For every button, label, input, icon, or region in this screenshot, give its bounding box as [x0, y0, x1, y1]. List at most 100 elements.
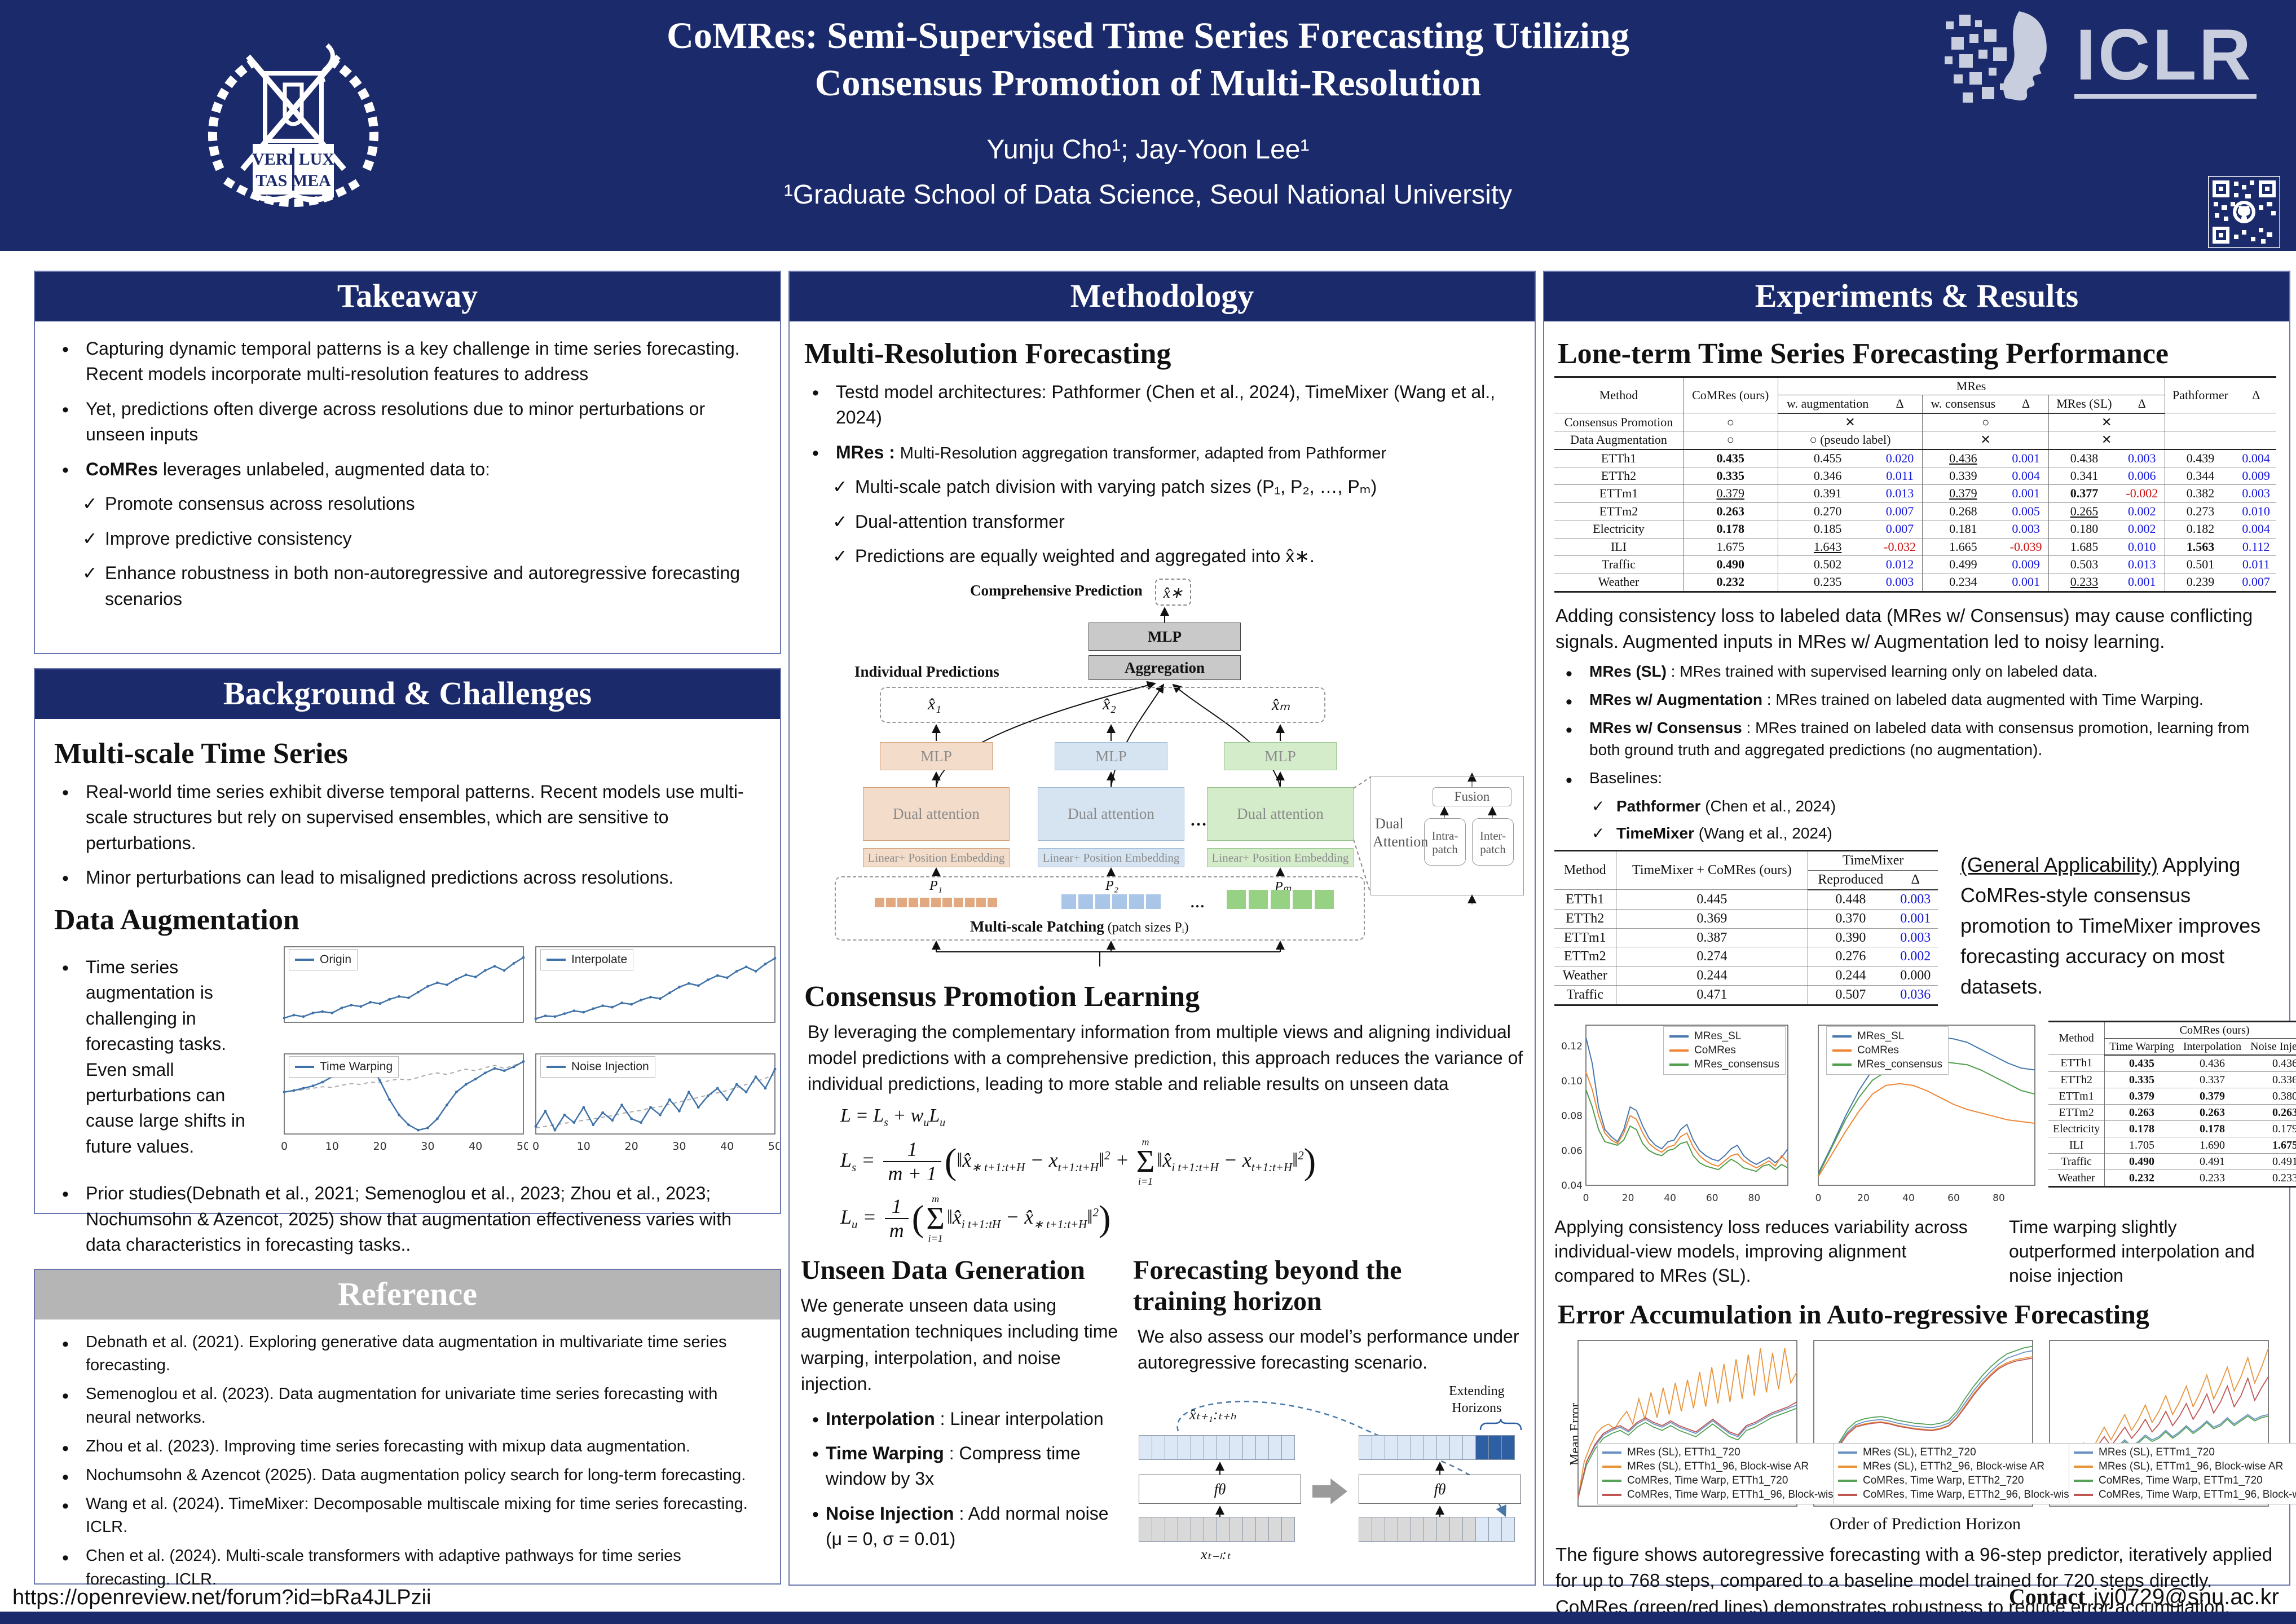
pred-cells-left	[1139, 1435, 1295, 1460]
cell	[920, 897, 929, 907]
legend-label: MRes (SL), ETTh1_720	[1627, 1446, 1740, 1459]
unseen-h3: Unseen Data Generation	[801, 1255, 1085, 1285]
predictions-dashed-box	[880, 686, 1325, 723]
aggregation-box: Aggregation	[1088, 655, 1241, 680]
table-cell: 0.471	[1615, 985, 1808, 1005]
input-cells-right	[1359, 1516, 1515, 1542]
row-label: ETTh2	[2048, 1071, 2105, 1088]
method-check: Multi-scale patch division with varying …	[801, 474, 1523, 500]
legend-label: CoMRes	[1694, 1044, 1736, 1056]
cell	[1271, 889, 1290, 909]
extending-label1: Extending	[1449, 1383, 1505, 1398]
table-cell: 0.382	[2164, 484, 2236, 503]
unseen-bullet: Noise Injection : Add normal noise (μ = …	[801, 1501, 1120, 1552]
cell	[1152, 1435, 1165, 1460]
background-bullet: Minor perturbations can lead to misalign…	[51, 865, 764, 893]
table-cell: 0.270	[1777, 502, 1878, 520]
iclr-wordmark: ICLR	[2074, 17, 2257, 99]
cell	[1462, 1435, 1476, 1460]
legend-entry: MRes (SL), ETTh1_720	[1602, 1446, 1857, 1459]
legend-label: MRes (SL), ETTh1_96, Block-wise AR	[1627, 1460, 1809, 1473]
xhat-label: x̂ₜ₊₁:ₜ₊ₕ	[1189, 1406, 1236, 1423]
svg-text:0: 0	[281, 1140, 288, 1153]
cell	[1359, 1435, 1372, 1460]
methodology-panel: Methodology Multi-Resolution Forecasting…	[788, 271, 1536, 1586]
dual-detail-label2: Attention	[1373, 833, 1429, 850]
table-cell: 0.436	[2246, 1054, 2296, 1072]
table-row: ILI 1.705 1.690 1.675	[2048, 1136, 2296, 1154]
timewarp-chart: 0 10 20 30 40 50 Time Warping	[280, 1049, 530, 1172]
table-cell: 0.379	[2178, 1087, 2246, 1105]
table-cell: 0.335	[2104, 1071, 2179, 1088]
table-cell: 0.232	[1682, 573, 1778, 592]
extending-label2: Horizons	[1452, 1400, 1502, 1415]
cell	[1449, 1516, 1463, 1542]
github-icon	[2233, 201, 2255, 223]
cell	[1061, 894, 1076, 909]
col-wcons: w. consensus	[1922, 395, 2004, 414]
row-label: ETTh1	[1554, 889, 1616, 910]
cell	[1204, 1435, 1217, 1460]
table-row: ETTh2 0.335 0.346 0.011 0.339 0.004 0.341 0.006…	[1554, 466, 2276, 485]
takeaway-check: Promote consensus across resolutions	[51, 491, 764, 517]
legend-swatch	[1832, 1049, 1852, 1052]
table-cell: 0.011	[1877, 466, 1923, 485]
table-cell: 0.003	[2003, 520, 2049, 539]
table-cell: 0.004	[2236, 449, 2276, 467]
table-cell: 0.336	[2246, 1071, 2296, 1088]
legend-entry: MRes_consensus	[1832, 1058, 1942, 1071]
svg-text:40: 40	[1664, 1193, 1676, 1204]
row-label: ETTm1	[1554, 928, 1616, 947]
table-row: ETTm1 0.387 0.390 0.003	[1554, 928, 1938, 947]
methodology-title: Methodology	[790, 272, 1535, 321]
col-mres-group: MRes	[1777, 377, 2165, 396]
cell	[1359, 1516, 1372, 1542]
cell	[1411, 1435, 1424, 1460]
cell	[1281, 1516, 1295, 1542]
table-cell: 0.112	[2236, 537, 2276, 556]
legend-swatch	[1669, 1049, 1689, 1052]
table-cell: 0.003	[1877, 573, 1923, 592]
cell	[1372, 1516, 1385, 1542]
row-label: ETTh1	[1554, 449, 1684, 467]
table-cell: 0.013	[2119, 555, 2165, 573]
table-cell: 0.390	[1808, 928, 1893, 947]
svg-text:80: 80	[1993, 1193, 2005, 1204]
takeaway-check: Improve predictive consistency	[51, 526, 764, 552]
caption-right: Time warping slightly outperformed inter…	[2009, 1216, 2255, 1286]
table-cell: 0.012	[1877, 555, 1923, 573]
legend-entry: MRes_SL	[1669, 1030, 1779, 1043]
background-side-bullet: Time series augmentation is challenging …	[51, 955, 271, 1160]
authors: Yunju Cho¹; Jay-Yoon Lee¹	[986, 135, 1310, 165]
iclr-head-icon	[1945, 11, 2047, 103]
reference-item: Zhou et al. (2023). Improving time serie…	[51, 1435, 764, 1462]
svg-text:40: 40	[1902, 1193, 1915, 1204]
legend-label: CoMRes	[1857, 1044, 1899, 1056]
legend-label: MRes (SL), ETTm1_720	[2099, 1446, 2215, 1459]
row-label: Weather	[1554, 573, 1684, 592]
consensus-legend-right: MRes_SL CoMRes MRes_consensus	[1826, 1026, 1949, 1075]
svg-text:0: 0	[1583, 1193, 1589, 1204]
augmentation-figure: Origin Interpolate 0 10 20 30 40 50 Time Warp…	[280, 942, 782, 1172]
legend-entry: MRes (SL), ETTm1_96, Block-wise AR	[2074, 1460, 2296, 1473]
model-box-left: fθ	[1139, 1474, 1301, 1504]
contact: Contact jyj0729@snu.ac.kr	[2009, 1583, 2279, 1610]
augmentation-comparison-table: Method CoMRes (ours) Time Warping Interp…	[2048, 1020, 2296, 1188]
legend-entry: Noise Injection	[547, 1060, 649, 1074]
table-cell: 0.003	[2119, 449, 2165, 467]
openreview-url[interactable]: https://openreview.net/forum?id=bRa4JLPz…	[12, 1586, 431, 1609]
cell	[1255, 1435, 1269, 1460]
svg-text:30: 30	[421, 1140, 434, 1153]
table-cell: 0.010	[2119, 537, 2165, 556]
cell	[931, 897, 941, 907]
cell	[1191, 1516, 1204, 1542]
table-cell: 0.181	[1922, 520, 2004, 539]
table-cell: 1.685	[2048, 537, 2119, 556]
legend-swatch	[1602, 1451, 1621, 1454]
table-cell: 0.233	[2048, 573, 2119, 592]
table-row: Weather 0.232 0.235 0.003 0.234 0.001 0.233 0.0…	[1554, 573, 2276, 592]
table-cell: 0.490	[2104, 1153, 2179, 1170]
cell	[886, 897, 896, 907]
unseen-bullet: Time Warping : Compress time window by 3…	[801, 1441, 1120, 1492]
